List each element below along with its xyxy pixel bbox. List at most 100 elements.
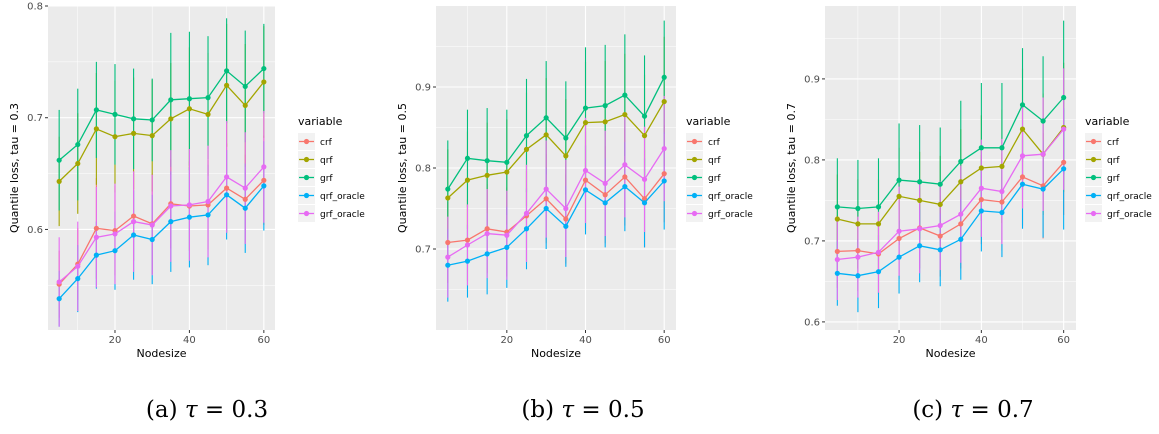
- x-tick-label: 60: [1057, 335, 1070, 346]
- data-point-qrf: [1019, 126, 1026, 132]
- y-tick-label: 0.7: [804, 236, 820, 247]
- data-point-qrf_oracle: [56, 296, 62, 302]
- data-point-grf_oracle: [484, 231, 490, 237]
- legend-label-grf_oracle: grf_oracle: [320, 210, 365, 220]
- data-point-crf: [896, 235, 902, 242]
- y-tick-label: 0.7: [27, 113, 43, 124]
- legend-title: variable: [1085, 115, 1130, 128]
- series-line-qrf: [447, 101, 665, 199]
- legend-key-point-qrf: [303, 156, 310, 163]
- data-point-qrf: [563, 153, 569, 159]
- data-point-qrf: [93, 126, 99, 132]
- data-point-qrf_oracle: [224, 192, 230, 198]
- y-tick-label: 0.9: [804, 74, 820, 85]
- y-tick-label: 0.9: [415, 83, 431, 94]
- data-point-qrf: [582, 120, 589, 126]
- data-point-grf: [445, 186, 451, 192]
- data-point-grf: [1040, 118, 1046, 124]
- data-point-grf: [75, 141, 81, 148]
- legend-label-qrf_oracle: qrf_oracle: [320, 192, 365, 202]
- data-point-grf_oracle: [186, 202, 193, 208]
- data-point-grf_oracle: [978, 185, 984, 191]
- y-tick-label: 0.8: [804, 155, 820, 166]
- plot-panel-background: [48, 6, 275, 330]
- y-tick-label: 0.8: [27, 2, 43, 13]
- x-tick-label: 60: [658, 335, 671, 346]
- data-point-crf: [602, 192, 608, 198]
- legend-label-qrf_oracle: qrf_oracle: [708, 192, 753, 202]
- data-point-qrf_oracle: [261, 183, 267, 189]
- data-point-qrf: [661, 98, 667, 105]
- data-point-grf: [130, 116, 137, 122]
- legend-label-qrf: qrf: [708, 156, 721, 166]
- plot-panel-background: [825, 6, 1076, 330]
- data-point-qrf_oracle: [958, 236, 964, 242]
- data-point-grf: [242, 83, 248, 90]
- y-tick-label: 0.7: [415, 245, 431, 256]
- data-point-qrf_oracle: [917, 243, 923, 249]
- data-point-qrf: [958, 179, 964, 185]
- legend-title: variable: [686, 115, 731, 128]
- y-tick-label: 0.6: [804, 317, 820, 328]
- data-point-grf_oracle: [93, 234, 99, 240]
- data-point-qrf: [504, 169, 510, 175]
- series-line-qrf_oracle: [447, 180, 665, 266]
- data-point-qrf: [186, 106, 193, 112]
- data-point-grf_oracle: [602, 180, 608, 186]
- legend-title: variable: [298, 115, 343, 128]
- chart-panel-a: 20 40 60 0.6 0.7 0.8 Nodesize Quantile loss, ta…: [8, 2, 365, 361]
- data-point-crf: [978, 196, 984, 203]
- data-point-qrf_oracle: [484, 251, 490, 257]
- data-point-qrf: [622, 111, 628, 118]
- data-point-qrf: [261, 79, 267, 85]
- data-point-grf_oracle: [563, 205, 569, 212]
- series-line-qrf_oracle: [837, 168, 1065, 277]
- data-point-crf: [242, 196, 248, 202]
- data-point-grf_oracle: [875, 249, 882, 255]
- legend-key-point-qrf_oracle: [1090, 192, 1097, 199]
- data-point-qrf: [464, 177, 471, 183]
- chart-panel-c: 20 40 60 0.6 0.7 0.8 0.9 Nodesize Quantile loss,…: [785, 6, 1152, 360]
- data-point-grf: [523, 133, 530, 139]
- data-point-grf_oracle: [261, 164, 267, 170]
- legend-label-qrf_oracle: qrf_oracle: [1107, 192, 1152, 202]
- y-axis-title: Quantile loss, tau = 0.5: [396, 103, 409, 233]
- series-line-crf: [58, 179, 265, 285]
- data-point-grf: [504, 159, 510, 165]
- data-point-qrf: [205, 111, 211, 117]
- data-point-qrf: [484, 172, 490, 178]
- series-line-qrf_oracle: [58, 185, 265, 300]
- data-point-grf: [896, 177, 902, 183]
- data-point-grf: [563, 135, 569, 141]
- data-point-crf: [661, 171, 667, 177]
- data-point-grf_oracle: [523, 210, 530, 216]
- data-point-grf_oracle: [1019, 153, 1026, 159]
- data-point-qrf_oracle: [523, 226, 530, 232]
- legend-key-point-crf: [303, 138, 310, 145]
- data-point-grf_oracle: [504, 232, 510, 238]
- data-point-qrf_oracle: [896, 254, 902, 260]
- data-point-qrf: [445, 195, 451, 201]
- data-point-grf_oracle: [205, 198, 211, 205]
- legend-label-qrf: qrf: [1107, 156, 1120, 166]
- data-point-grf: [484, 158, 490, 164]
- data-point-crf: [622, 174, 628, 180]
- data-point-qrf_oracle: [563, 223, 569, 229]
- data-point-grf: [622, 92, 628, 98]
- data-point-qrf_oracle: [445, 262, 451, 268]
- legend-label-grf: grf: [1107, 174, 1120, 184]
- data-point-qrf: [834, 216, 840, 222]
- data-point-grf_oracle: [112, 231, 118, 237]
- data-point-crf: [1019, 174, 1026, 180]
- data-point-grf_oracle: [661, 145, 667, 152]
- x-tick-label: 40: [183, 335, 196, 346]
- data-point-qrf_oracle: [168, 219, 174, 225]
- series-line-crf: [447, 173, 665, 244]
- data-point-grf_oracle: [1040, 151, 1046, 157]
- data-point-grf: [93, 107, 99, 113]
- data-point-qrf_oracle: [622, 184, 628, 190]
- data-point-grf: [56, 157, 62, 163]
- data-point-crf: [958, 221, 964, 227]
- data-point-crf: [1061, 159, 1067, 165]
- legend-key-point-grf: [303, 174, 310, 181]
